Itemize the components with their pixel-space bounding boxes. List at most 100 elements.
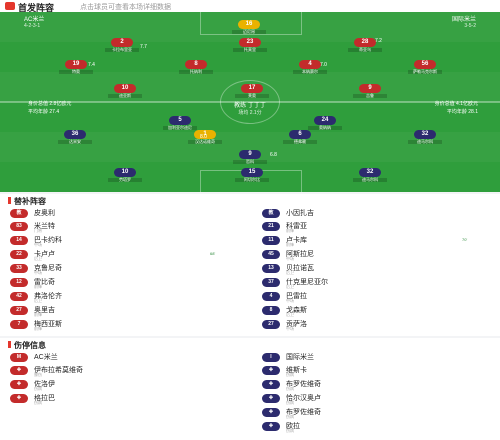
home-player[interactable]: 16 迈尼昂 [229,20,269,34]
jersey-number: 7 [10,320,28,329]
player-position: 伤病 [286,428,294,433]
player-position: 前锋 [34,284,42,289]
player-name: 米兰特 [34,223,55,230]
player-name: 布罗佐维奇 [286,381,321,388]
player-row[interactable]: 4 巴雷拉 中场 [262,291,492,303]
away-player[interactable]: 1 汉达诺维奇 [185,130,225,144]
jersey-number: 27 [262,320,280,329]
home-player[interactable]: 4 本纳赛尔 [290,60,330,74]
player-position: 后卫 [286,270,294,275]
coach-icon: 教 [10,209,28,218]
player-row[interactable]: 27 贡萨洛 中场 [262,319,492,331]
player-name: 格拉巴 [34,395,55,402]
home-player[interactable]: 28 蒂亚乌 [345,38,385,52]
injury-icon: ✚ [262,422,280,431]
player-row[interactable]: 27 奥里吉 前锋 [10,305,240,317]
away-player[interactable]: 15 阿切尔比 [232,168,272,182]
player-position: 门将 [34,228,42,233]
player-row[interactable]: 83 米兰特 门将 [10,221,240,233]
player-row[interactable]: 11 卢卡库 前锋 70' [262,235,492,247]
player-row[interactable]: ✚ 维斯卡 伤病 [262,365,492,377]
player-position: 伤病 [286,386,294,391]
home-player[interactable]: 10 迪亚斯 [105,84,145,98]
jersey-number: 14 [10,236,28,245]
player-name: 欧拉 [286,423,300,430]
away-value: 身价总值 4.1亿欧元 [434,101,478,107]
player-position: 膝伤 [34,372,42,377]
lineup-title: 首发阵容 [18,3,55,13]
player-position: 后卫 [34,256,42,261]
player-position: 前锋 [34,312,42,317]
player-position: 后卫 [286,312,294,317]
away-player[interactable]: 10 劳塔罗 [105,168,145,182]
away-player[interactable]: 36 达米安 [55,130,95,144]
home-player[interactable]: 8 托纳利 [176,60,216,74]
injury-home-team: M AC米兰 [10,352,240,364]
lineup-logo-icon [5,2,15,10]
player-rating: 7.7 [140,44,147,50]
jersey-number: 12 [10,278,28,287]
player-name: 弗洛伦齐 [34,293,62,300]
injury-icon: ✚ [262,394,280,403]
player-name: 巴卡约科 [34,237,62,244]
player-rating: 7.2 [375,38,382,44]
player-name: 克鲁尼奇 [34,265,62,272]
player-row[interactable]: 12 雷比奇 前锋 [10,277,240,289]
injury-icon: ✚ [10,366,28,375]
pitch: AC米兰 4-2-3-1 国际米兰 3-5-2 16 迈尼昂 2 卡拉布里亚 23 托莫里… [0,12,500,192]
player-position: 伤病 [34,400,42,405]
player-name: 卢卡库 [286,237,307,244]
home-value: 身价总值 2.8亿欧元 [28,101,72,107]
away-player[interactable]: 9 哲科 [230,150,270,164]
home-player[interactable]: 56 萨勒马克尔斯 [405,60,445,74]
coach-icon: 教 [262,209,280,218]
away-age: 平均年龄 28.1 [446,109,478,115]
player-row[interactable]: ✚ 格拉巴 伤病 [10,393,240,405]
player-row[interactable]: 8 戈森斯 后卫 [262,305,492,317]
player-row[interactable]: 14 巴卡约科 中场 [10,235,240,247]
player-row[interactable]: ✚ 伊布拉希莫维奇 膝伤 [10,365,240,377]
player-name: 阿斯拉尼 [286,251,314,258]
player-row[interactable]: ✚ 布罗佐维奇 伤病 [262,407,492,419]
player-position: 中场 [286,256,294,261]
coach-info: 教练 丁丁丁 场均 2.1分 [234,103,266,116]
player-name: 恰尔汉奥卢 [286,395,321,402]
player-row[interactable]: 22 卡卢卢 后卫 68' [10,249,240,261]
player-row[interactable]: 7 梅西亚斯 前锋 [10,319,240,331]
home-player[interactable]: 17 莱奥 [232,84,272,98]
player-row[interactable]: 45 阿斯拉尼 中场 [262,249,492,261]
injuries-section: 伤停信息 M AC米兰 I 国际米兰 ✚ 伊布拉希莫维奇 膝伤 ✚ 佐洛伊 伤病 ✚ 格拉巴伤… [0,338,500,440]
player-position: 后卫 [286,284,294,289]
home-player[interactable]: 2 卡拉布里亚 [102,38,142,52]
lineup-header: 首发阵容 点击球员可查看本场详细数据 [0,0,500,13]
away-player[interactable]: 32 迪马尔科 [405,130,445,144]
home-player[interactable]: 19 特奥 [56,60,96,74]
home-player[interactable]: 9 吉鲁 [350,84,390,98]
player-name: 贝拉诺瓦 [286,265,314,272]
player-position: 后卫 [34,298,42,303]
player-row[interactable]: 21 科雷亚 前锋 [262,221,492,233]
player-row[interactable]: ✚ 佐洛伊 伤病 [10,379,240,391]
injury-away-team: I 国际米兰 [262,352,492,364]
player-row[interactable]: ✚ 布罗佐维奇 伤病 [262,379,492,391]
home-player[interactable]: 23 托莫里 [230,38,270,52]
player-row[interactable]: 13 贝拉诺瓦 后卫 [262,263,492,275]
player-name: 戈森斯 [286,307,307,314]
away-coach-row: 教 小因扎吉 [262,208,492,220]
subs-title: 替补阵容 [14,197,46,206]
player-position: 伤病 [286,414,294,419]
away-player[interactable]: 6 德弗赖 [280,130,320,144]
player-row[interactable]: 42 弗洛伦齐 后卫 [10,291,240,303]
player-rating: 7.0 [320,62,327,68]
player-name: 布罗佐维奇 [286,409,321,416]
team-logo-icon: I [262,353,280,362]
player-row[interactable]: ✚ 欧拉 伤病 [262,421,492,433]
away-player[interactable]: 5 加利亚尔迪尼 [160,116,200,130]
player-row[interactable]: 37 什克里尼亚尔 后卫 [262,277,492,289]
injury-icon: ✚ [262,380,280,389]
away-player[interactable]: 24 奥纳纳 [305,116,345,130]
away-player[interactable]: 32 迪马尔科 [350,168,390,182]
player-row[interactable]: ✚ 恰尔汉奥卢 伤病 [262,393,492,405]
injury-icon: ✚ [262,366,280,375]
player-row[interactable]: 33 克鲁尼奇 中场 [10,263,240,275]
